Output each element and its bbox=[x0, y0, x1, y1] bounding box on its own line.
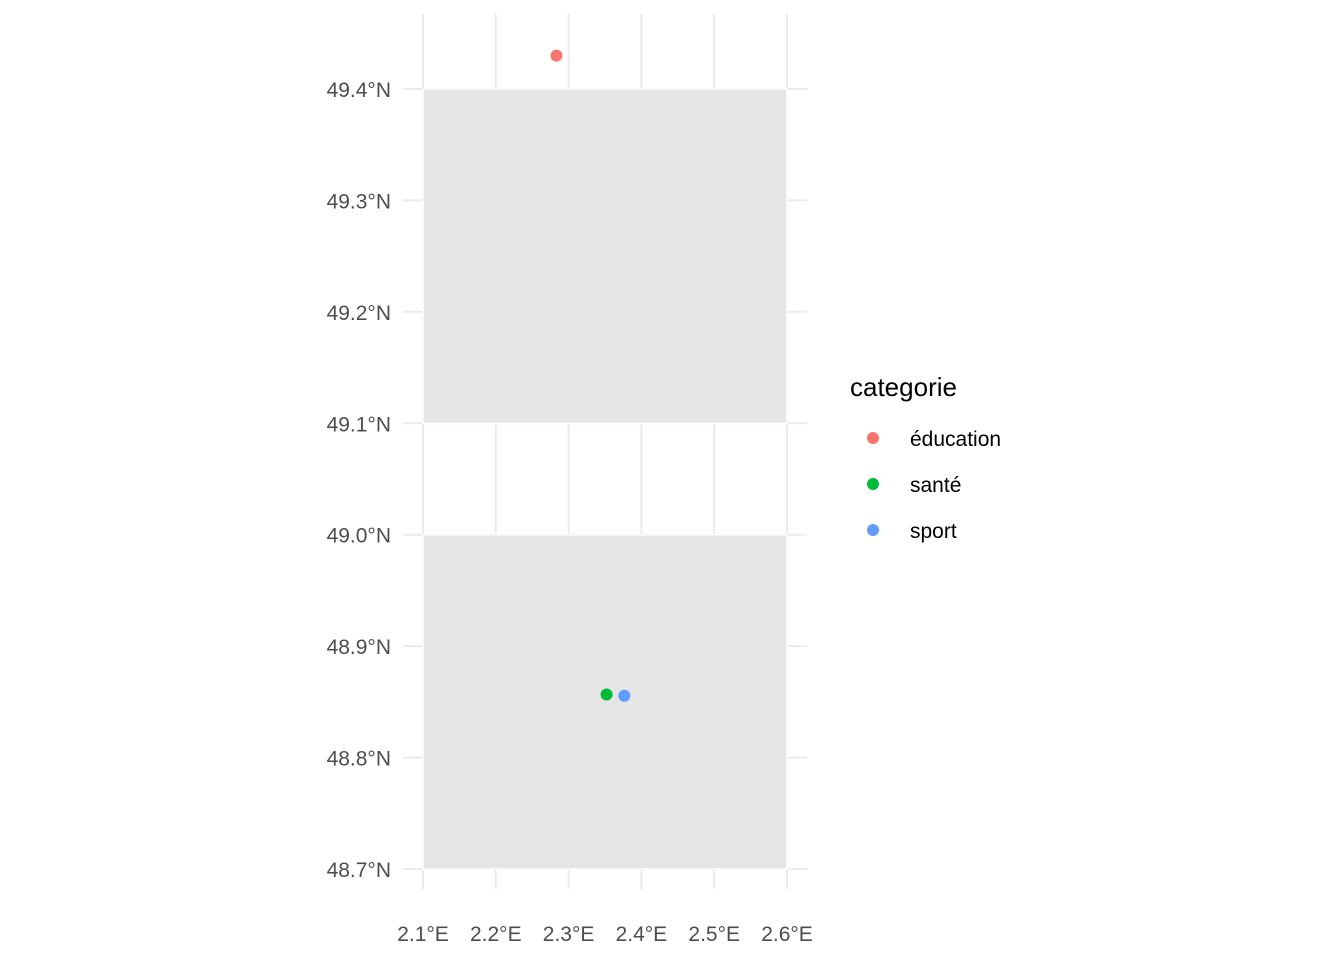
y-tick-label: 48.8°N bbox=[327, 748, 391, 771]
legend-key-santé bbox=[867, 478, 879, 490]
x-tick-label: 2.2°E bbox=[470, 923, 522, 946]
y-tick-label: 49.4°N bbox=[327, 79, 391, 102]
legend-label: éducation bbox=[910, 428, 1001, 451]
y-tick-label: 49.0°N bbox=[327, 525, 391, 548]
x-tick-label: 2.1°E bbox=[397, 923, 449, 946]
y-tick-label: 48.9°N bbox=[327, 636, 391, 659]
x-axis-ticks: 2.1°E 2.2°E 2.3°E 2.4°E 2.5°E 2.6°E bbox=[397, 923, 813, 946]
y-axis-ticks: 48.7°N 48.8°N 48.9°N 49.0°N 49.1°N 49.2°N 49.3… bbox=[327, 79, 391, 882]
region-polygons bbox=[422, 88, 788, 870]
x-tick-label: 2.6°E bbox=[761, 923, 813, 946]
x-tick-label: 2.4°E bbox=[616, 923, 668, 946]
data-point-éducation bbox=[550, 49, 563, 62]
data-point-sport bbox=[618, 689, 631, 702]
legend-label: sport bbox=[910, 520, 957, 543]
y-tick-label: 49.3°N bbox=[327, 190, 391, 213]
data-points bbox=[550, 49, 631, 702]
legend-label: santé bbox=[910, 474, 961, 497]
legend-key-éducation bbox=[867, 432, 879, 444]
legend: categorie éducation santé sport bbox=[850, 372, 1001, 543]
x-tick-label: 2.5°E bbox=[688, 923, 740, 946]
data-point-santé bbox=[600, 688, 613, 701]
y-tick-label: 49.1°N bbox=[327, 413, 391, 436]
legend-title: categorie bbox=[850, 372, 957, 402]
x-tick-label: 2.3°E bbox=[543, 923, 595, 946]
region-polygon bbox=[422, 533, 788, 870]
legend-key-sport bbox=[867, 524, 879, 536]
y-tick-label: 49.2°N bbox=[327, 302, 391, 325]
y-tick-label: 48.7°N bbox=[327, 859, 391, 882]
region-polygon bbox=[422, 88, 788, 425]
